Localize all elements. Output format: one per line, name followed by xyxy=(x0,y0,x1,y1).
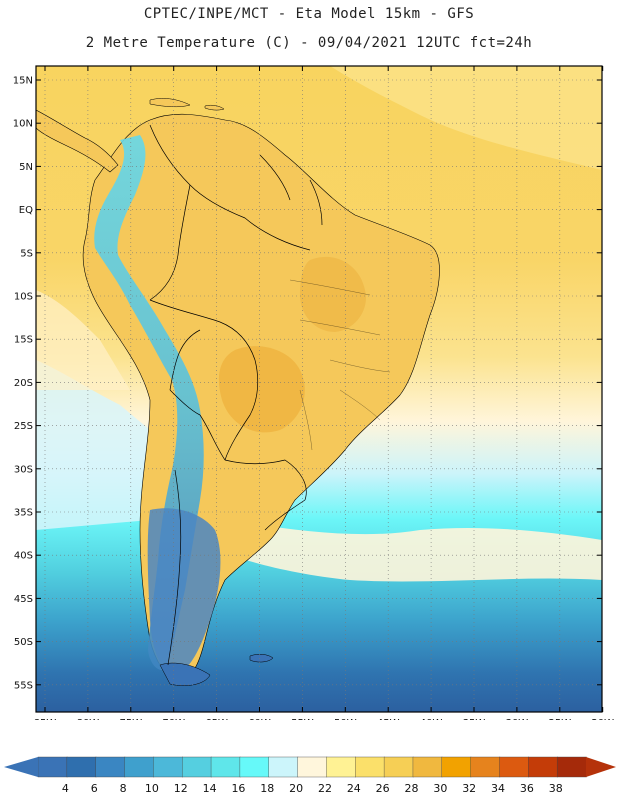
lon-tick-label: 50W xyxy=(334,718,357,720)
caribbean-islands xyxy=(149,98,225,111)
lat-tick-label: 35S xyxy=(14,508,33,519)
colorbar-swatch xyxy=(239,756,270,778)
colorbar-swatch xyxy=(210,756,241,778)
latitude-ticks: 15N 10N 5N EQ 5S 10S 15S 20S 25S 30S 35S 40S 45S 50S 5… xyxy=(13,76,602,691)
colorbar-label: 24 xyxy=(347,782,361,795)
atlantic-pale-band xyxy=(330,66,602,170)
colorbar-swatch xyxy=(66,756,97,778)
lon-tick-label: 25W xyxy=(548,718,571,720)
central-america-landmass xyxy=(36,109,119,173)
lon-tick-label: 70W xyxy=(162,718,185,720)
colorbar-swatch xyxy=(412,756,443,778)
colorbar-swatch xyxy=(297,756,328,778)
lat-tick-label: 40S xyxy=(14,551,33,562)
lon-tick-label: 35W xyxy=(463,718,486,720)
colorbar-label: 20 xyxy=(289,782,303,795)
atlantic-cool-band xyxy=(230,520,602,582)
lat-tick-label: 25S xyxy=(14,421,33,432)
lat-tick-label: 45S xyxy=(14,594,33,605)
temperature-colorbar: 4 6 8 10 12 14 16 18 20 22 24 26 28 30 32 34 36 38 xyxy=(4,756,616,795)
colorbar-swatch xyxy=(95,756,126,778)
state-borders xyxy=(289,279,391,451)
colorbar-swatch xyxy=(383,756,414,778)
interior-warm-core xyxy=(218,346,305,433)
colorbar-label: 18 xyxy=(260,782,274,795)
colorbar-swatch xyxy=(556,756,587,778)
lon-tick-label: 75W xyxy=(119,718,142,720)
colorbar-swatch xyxy=(441,756,472,778)
colorbar-label: 14 xyxy=(203,782,217,795)
northeast-warm-core xyxy=(300,256,366,332)
tierra-del-fuego xyxy=(159,662,211,686)
colorbar-swatch xyxy=(124,756,155,778)
lat-tick-label: 5S xyxy=(20,248,33,259)
colorbar-label: 8 xyxy=(120,782,127,795)
colorbar-swatch xyxy=(153,756,183,778)
lon-tick-label: 85W xyxy=(34,718,57,720)
colorbar-label: 22 xyxy=(318,782,332,795)
colorbar-label: 28 xyxy=(405,782,419,795)
colorbar-swatch xyxy=(268,756,299,778)
pacific-cool-tongue xyxy=(36,360,150,530)
colorbar-right-arrow xyxy=(586,757,616,777)
colorbar-label: 12 xyxy=(174,782,188,795)
colorbar-swatch xyxy=(499,756,530,778)
lat-tick-label: EQ xyxy=(19,205,33,216)
lon-tick-label: 40W xyxy=(420,718,443,720)
colorbar-label: 34 xyxy=(491,782,505,795)
colorbar-label: 36 xyxy=(520,782,534,795)
colorbar-swatch xyxy=(182,756,212,778)
lat-tick-label: 50S xyxy=(14,637,33,648)
colorbar-left-arrow xyxy=(4,757,38,777)
map-title-line1: CPTEC/INPE/MCT - Eta Model 15km - GFS xyxy=(143,6,475,22)
colorbar-label: 10 xyxy=(145,782,159,795)
lat-tick-label: 10S xyxy=(14,292,33,303)
lat-tick-label: 20S xyxy=(14,378,33,389)
lon-tick-label: 20W xyxy=(591,718,614,720)
patagonia-cool-zone xyxy=(147,508,221,675)
colorbar-label: 32 xyxy=(462,782,476,795)
colorbar-label: 26 xyxy=(376,782,390,795)
lat-tick-label: 15N xyxy=(13,76,33,87)
falkland-islands xyxy=(249,654,274,663)
lat-tick-label: 15S xyxy=(14,335,33,346)
map-frame xyxy=(35,65,603,713)
lat-tick-label: 55S xyxy=(14,680,33,691)
colorbar-swatch xyxy=(528,756,558,778)
lon-tick-label: 30W xyxy=(506,718,529,720)
colorbar-swatch xyxy=(470,756,501,778)
colorbar-label: 30 xyxy=(433,782,447,795)
lat-tick-label: 5N xyxy=(19,162,33,173)
temperature-map: 15N 10N 5N EQ 5S 10S 15S 20S 25S 30S 35S 40S 45S 50S 5… xyxy=(13,65,614,720)
colorbar-swatch xyxy=(355,756,385,778)
lon-tick-label: 65W xyxy=(205,718,228,720)
lon-tick-label: 80W xyxy=(77,718,100,720)
lat-tick-label: 10N xyxy=(13,119,33,130)
colorbar-label: 16 xyxy=(231,782,245,795)
colorbar-label: 4 xyxy=(62,782,69,795)
longitude-ticks: 85W 80W 75W 70W 65W 60W 55W 50W 45W 40W 35W 30W 25W 2… xyxy=(34,66,614,720)
lon-tick-label: 55W xyxy=(291,718,314,720)
map-title-line2: 2 Metre Temperature (C) - 09/04/2021 12U… xyxy=(85,35,533,51)
lat-tick-label: 30S xyxy=(14,464,33,475)
colorbar-label: 6 xyxy=(91,782,98,795)
lon-tick-label: 45W xyxy=(377,718,400,720)
colorbar-swatch xyxy=(326,756,356,778)
colorbar-swatch xyxy=(37,756,68,778)
pacific-pale-band xyxy=(36,290,130,390)
colorbar-label: 38 xyxy=(549,782,563,795)
lon-tick-label: 60W xyxy=(248,718,271,720)
